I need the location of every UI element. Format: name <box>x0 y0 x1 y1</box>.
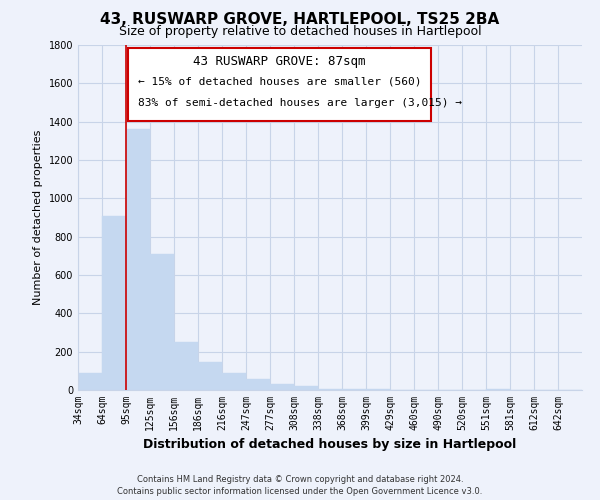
Bar <box>294 386 318 390</box>
Bar <box>150 254 174 390</box>
Text: 83% of semi-detached houses are larger (3,015) →: 83% of semi-detached houses are larger (… <box>139 98 463 108</box>
Bar <box>366 389 390 390</box>
Text: 43 RUSWARP GROVE: 87sqm: 43 RUSWARP GROVE: 87sqm <box>193 56 366 68</box>
FancyBboxPatch shape <box>128 48 431 121</box>
Bar <box>198 362 222 390</box>
Bar <box>222 373 246 390</box>
Bar <box>78 373 102 390</box>
Bar <box>318 389 342 390</box>
Bar <box>102 216 126 390</box>
Bar <box>486 389 510 390</box>
Text: ← 15% of detached houses are smaller (560): ← 15% of detached houses are smaller (56… <box>139 76 422 86</box>
Y-axis label: Number of detached properties: Number of detached properties <box>33 130 43 305</box>
Bar <box>126 130 150 390</box>
Text: Contains HM Land Registry data © Crown copyright and database right 2024.
Contai: Contains HM Land Registry data © Crown c… <box>118 474 482 496</box>
Bar <box>246 380 270 390</box>
X-axis label: Distribution of detached houses by size in Hartlepool: Distribution of detached houses by size … <box>143 438 517 452</box>
Text: Size of property relative to detached houses in Hartlepool: Size of property relative to detached ho… <box>119 25 481 38</box>
Bar <box>342 389 366 390</box>
Text: 43, RUSWARP GROVE, HARTLEPOOL, TS25 2BA: 43, RUSWARP GROVE, HARTLEPOOL, TS25 2BA <box>100 12 500 28</box>
Bar <box>270 384 294 390</box>
Bar <box>174 342 198 390</box>
